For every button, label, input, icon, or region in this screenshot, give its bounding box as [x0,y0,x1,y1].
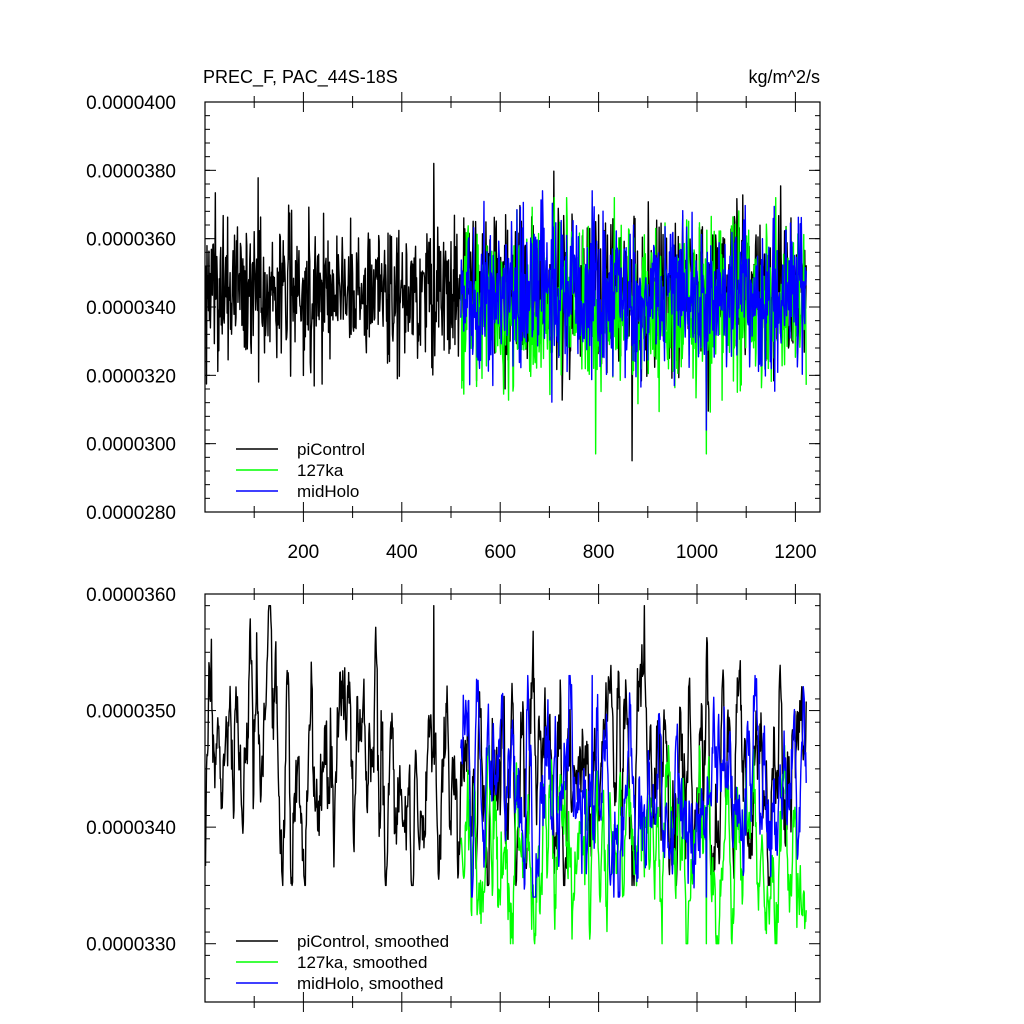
y-tick-label: 0.0000300 [86,435,176,456]
x-tick-label: 600 [484,542,516,563]
y-tick-label: 0.0000320 [86,366,176,387]
series-lines [205,604,807,945]
series-line-midholo-smoothed [460,674,807,898]
series-line-midholo [460,190,807,431]
y-tick-label: 0.0000330 [86,935,176,956]
y-tick-label: 0.0000360 [86,585,176,606]
bottom-panel-smoothed: 0.0000330 0.0000340 0.0000350 0.0000360 piCo… [86,584,821,1012]
legend-label: 127ka, smoothed [297,953,427,972]
top-panel-raw: 200 400 600 800 1000 12000.00002800.00003000.… [86,67,821,563]
y-tick-label: 0.0000280 [86,503,176,524]
legend-label: midHolo [297,482,359,501]
plot-frame [204,593,821,1003]
legend: piControl, smoothed 127ka, smoothed midHol… [236,932,449,993]
chart-title: PREC_F, PAC_44S-18S [203,67,398,88]
legend-label: 127ka [297,461,344,480]
x-axis: 200 400 600 800 1000 1200 [253,92,817,563]
series-lines [205,162,807,462]
y-tick-label: 0.0000360 [86,230,176,251]
series-line-127ka-smoothed [460,744,807,945]
x-tick-label: 400 [386,542,418,563]
y-tick-label: 0.0000380 [86,161,176,182]
x-tick-label: 200 [288,542,320,563]
legend-label: piControl [297,440,365,459]
x-tick-label: 800 [583,542,615,563]
legend-label: piControl, smoothed [297,932,449,951]
x-tick-label: 1200 [774,542,816,563]
series-line-127ka [460,196,807,455]
legend: piControl 127ka midHolo [236,440,365,501]
y-tick-label: 0.0000400 [86,93,176,114]
units-label: kg/m^2/s [749,67,820,87]
y-axis: 0.0000280 0.0000300 0.0000320 0.0000340 0.00… [86,93,820,524]
y-tick-label: 0.0000340 [86,298,176,319]
x-tick-label: 1000 [676,542,718,563]
y-tick-label: 0.0000350 [86,702,176,723]
y-axis: 0.0000330 0.0000340 0.0000350 0.0000360 [86,585,820,1003]
y-tick-label: 0.0000340 [86,818,176,839]
legend-label: midHolo, smoothed [297,974,443,993]
x-axis [253,584,796,1012]
